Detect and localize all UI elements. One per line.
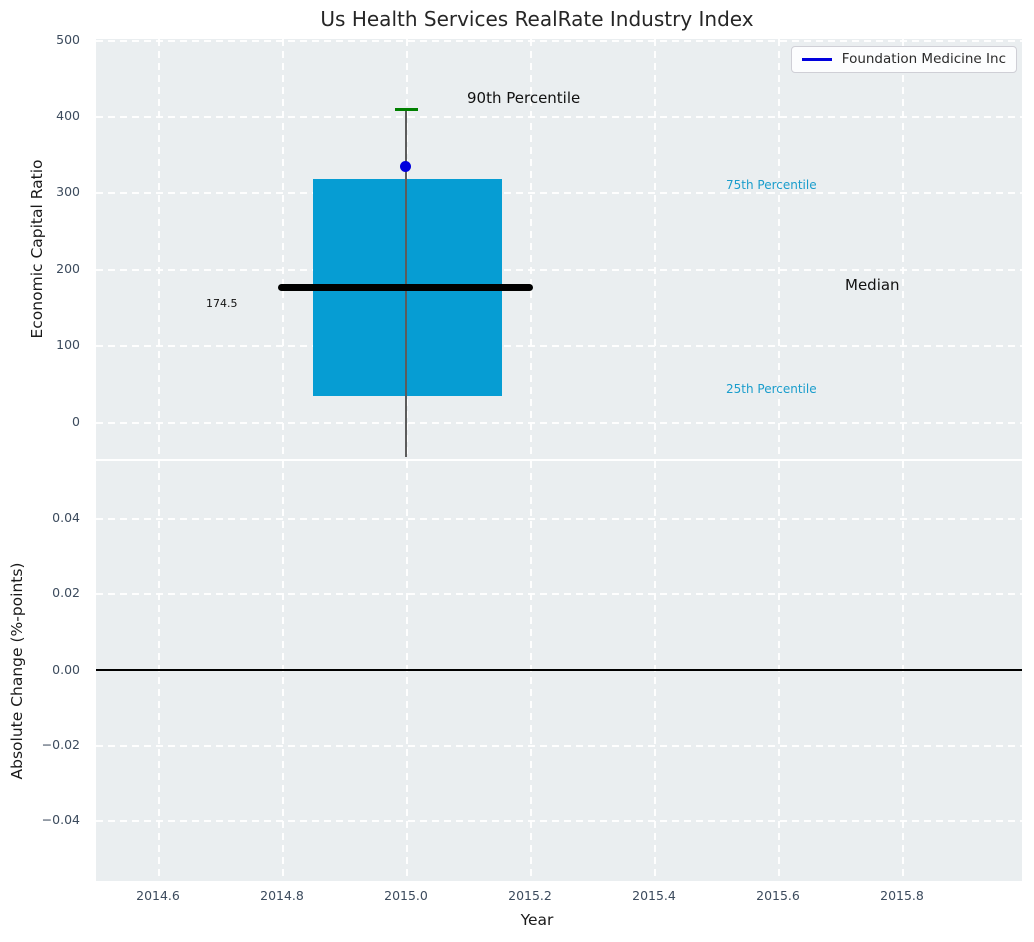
chart-title: Us Health Services RealRate Industry Ind… [320, 7, 754, 31]
gridline-v-2015-2 [530, 39, 532, 459]
xtick-2015-6: 2015.6 [756, 888, 800, 903]
legend-label: Foundation Medicine Inc [841, 51, 1006, 67]
gridline-h-004 [96, 518, 1022, 520]
gridline-h-0 [96, 422, 1022, 424]
ytick-100: 100 [56, 337, 80, 352]
90th-percentile-cap [395, 108, 418, 111]
annotation-25th-percentile: 25th Percentile [726, 382, 817, 396]
ytick-0-00: 0.00 [52, 662, 80, 677]
top-plot-area: 90th Percentile 75th Percentile Median 2… [96, 39, 1022, 459]
legend-line-sample [801, 57, 832, 61]
gridline-v-2015-6 [778, 39, 780, 459]
xtick-2015-2: 2015.2 [508, 888, 552, 903]
ytick-neg-0-04: −0.04 [41, 812, 80, 827]
gridline-v-2014-6 [158, 39, 160, 459]
gridline-v-2014-8 [282, 39, 284, 459]
annotation-median: Median [845, 276, 900, 294]
gridline-h-500 [96, 40, 1022, 42]
gridline-h-neg002 [96, 745, 1022, 747]
ytick-300: 300 [56, 184, 80, 199]
xtick-2014-8: 2014.8 [260, 888, 304, 903]
gridline-v-2014-6 [158, 461, 160, 881]
gridline-v-2015-4 [654, 39, 656, 459]
ytick-neg-0-02: −0.02 [41, 737, 80, 752]
xtick-2015-8: 2015.8 [880, 888, 924, 903]
gridline-v-2015-8 [902, 461, 904, 881]
xtick-2014-6: 2014.6 [136, 888, 180, 903]
xtick-2015-4: 2015.4 [632, 888, 676, 903]
gridline-h-200 [96, 269, 1022, 271]
ytick-0-02: 0.02 [52, 585, 80, 600]
gridline-h-002 [96, 593, 1022, 595]
gridline-v-2015-2 [530, 461, 532, 881]
gridline-h-300 [96, 192, 1022, 194]
legend: Foundation Medicine Inc [790, 46, 1017, 73]
zero-reference-line [96, 669, 1022, 671]
gridline-v-2015-6 [778, 461, 780, 881]
x-axis-label: Year [520, 911, 554, 929]
ytick-500: 500 [56, 32, 80, 47]
ytick-0: 0 [72, 414, 80, 429]
gridline-v-2014-8 [282, 461, 284, 881]
gridline-h-400 [96, 116, 1022, 118]
gridline-h-100 [96, 345, 1022, 347]
y-axis-label-bottom: Absolute Change (%-points) [8, 562, 26, 780]
median-line [278, 284, 533, 291]
y-axis-label-top: Economic Capital Ratio [28, 159, 46, 339]
gridline-v-2015-0 [406, 461, 408, 881]
bottom-plot-area [96, 461, 1022, 881]
annotation-75th-percentile: 75th Percentile [726, 178, 817, 192]
ytick-400: 400 [56, 108, 80, 123]
ytick-200: 200 [56, 261, 80, 276]
gridline-v-2015-8 [902, 39, 904, 459]
median-value-label: 174.5 [206, 297, 238, 310]
gridline-h-neg004 [96, 820, 1022, 822]
ytick-0-04: 0.04 [52, 510, 80, 525]
company-point-marker [400, 161, 411, 172]
annotation-90th-percentile: 90th Percentile [467, 89, 581, 107]
xtick-2015-0: 2015.0 [384, 888, 428, 903]
gridline-v-2015-4 [654, 461, 656, 881]
